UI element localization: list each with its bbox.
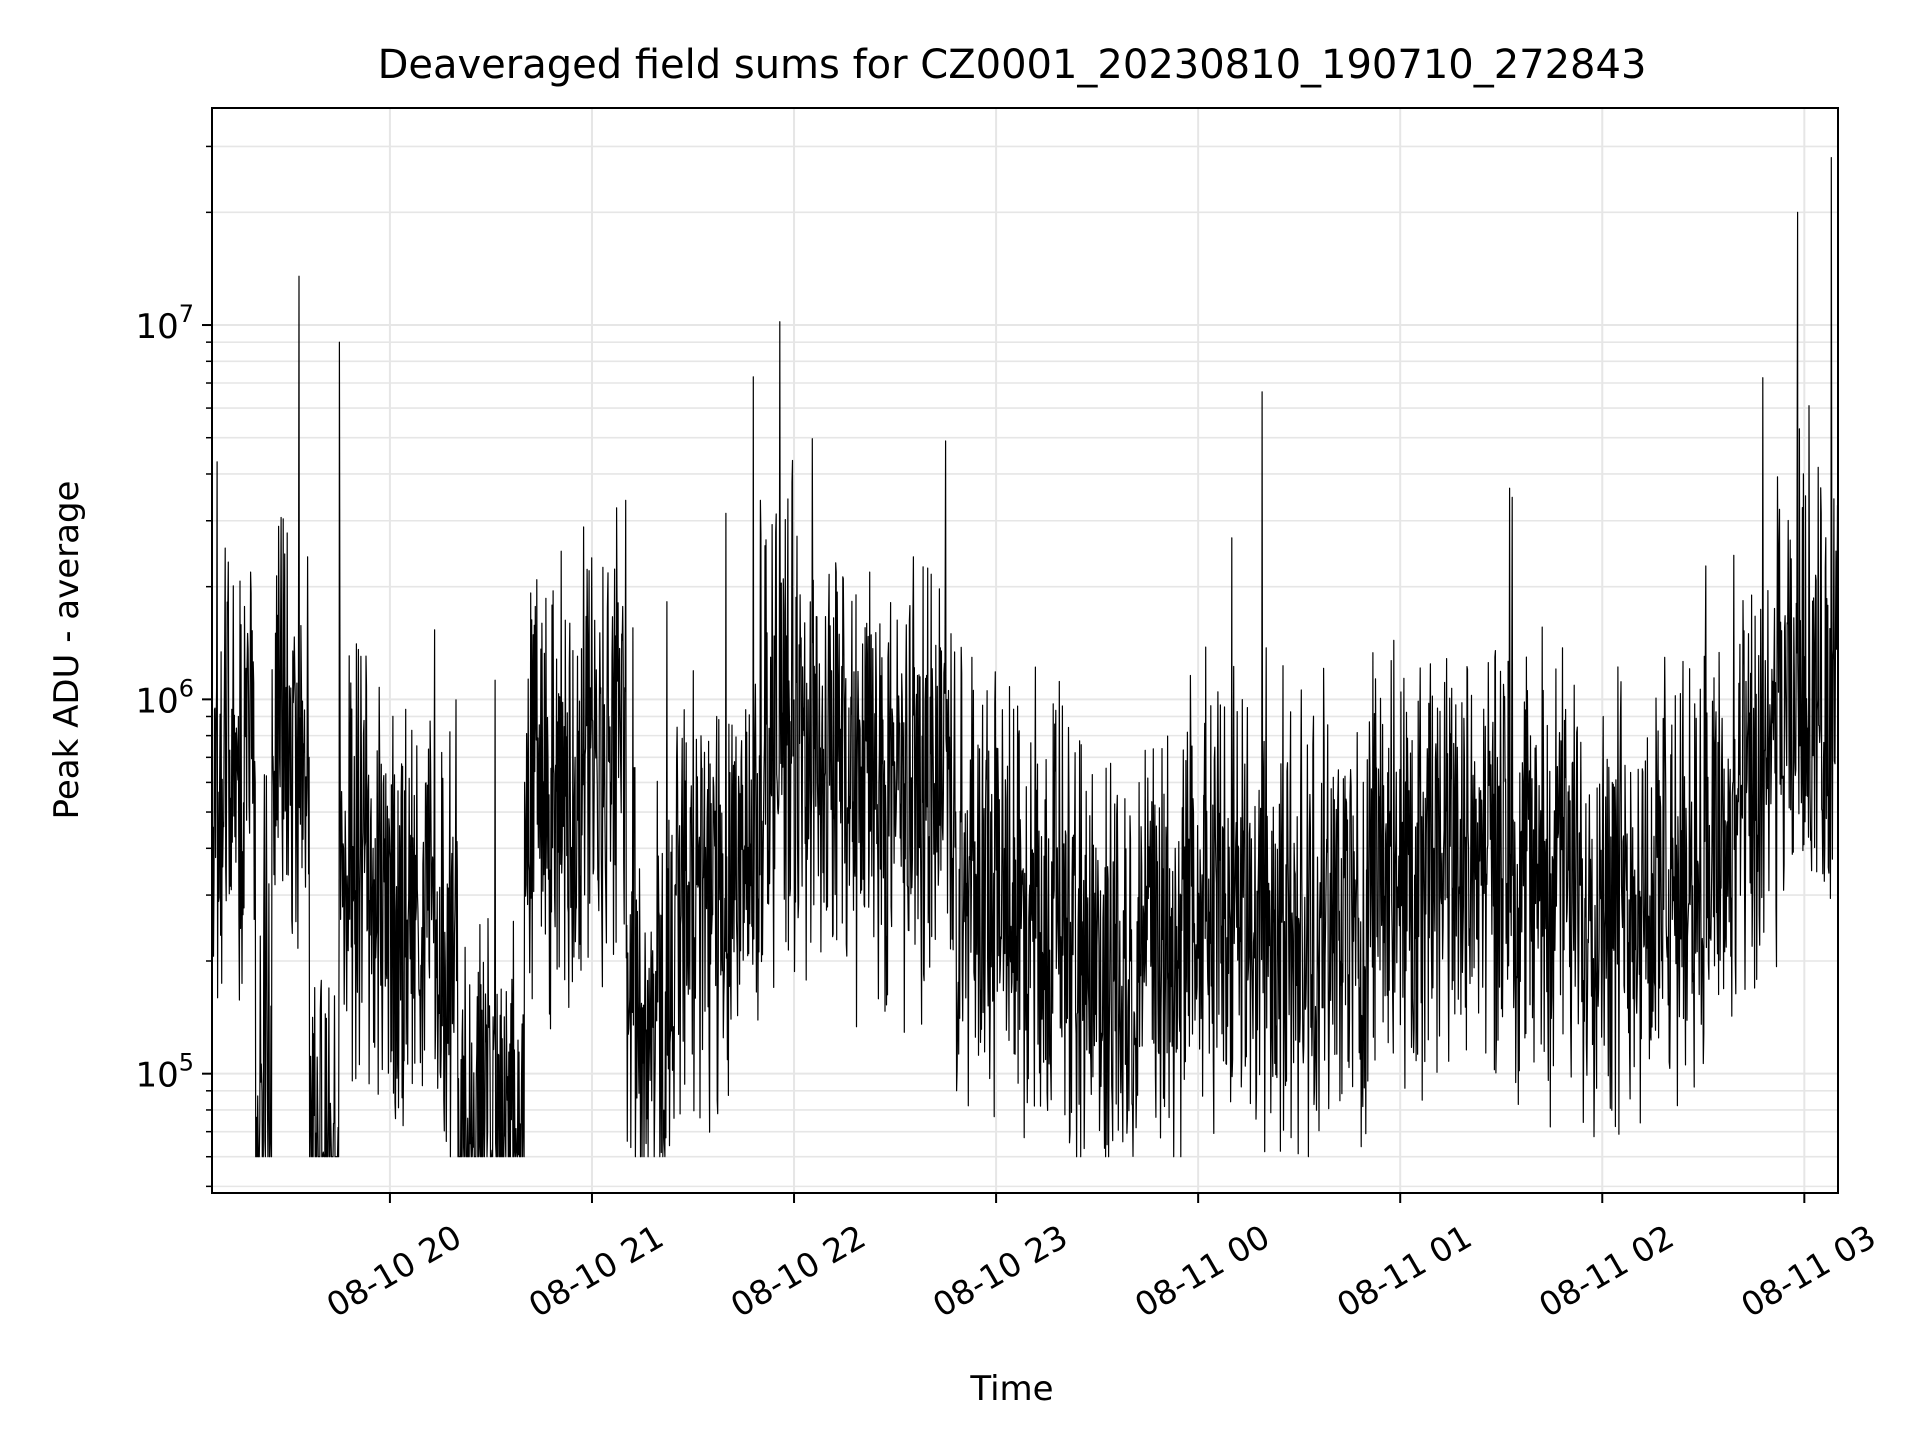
y-tick-label: 105 <box>135 1049 194 1096</box>
series-layer <box>211 157 1839 1158</box>
y-axis-label: Peak ADU - average <box>47 481 87 820</box>
y-tick-label: 107 <box>135 300 194 347</box>
plot-frame <box>211 107 1839 1194</box>
y-tick-base: 10 <box>135 1056 178 1096</box>
series-line <box>211 157 1839 1158</box>
chart-title: Deaveraged field sums for CZ0001_2023081… <box>378 42 1647 88</box>
y-tick-exponent: 6 <box>179 674 194 702</box>
y-tick-base: 10 <box>135 307 178 347</box>
x-axis-label: Time <box>969 1369 1053 1409</box>
y-tick-label: 106 <box>135 674 194 721</box>
y-tick-exponent: 7 <box>179 300 194 328</box>
y-tick-base: 10 <box>135 681 178 721</box>
y-tick-exponent: 5 <box>179 1049 194 1077</box>
